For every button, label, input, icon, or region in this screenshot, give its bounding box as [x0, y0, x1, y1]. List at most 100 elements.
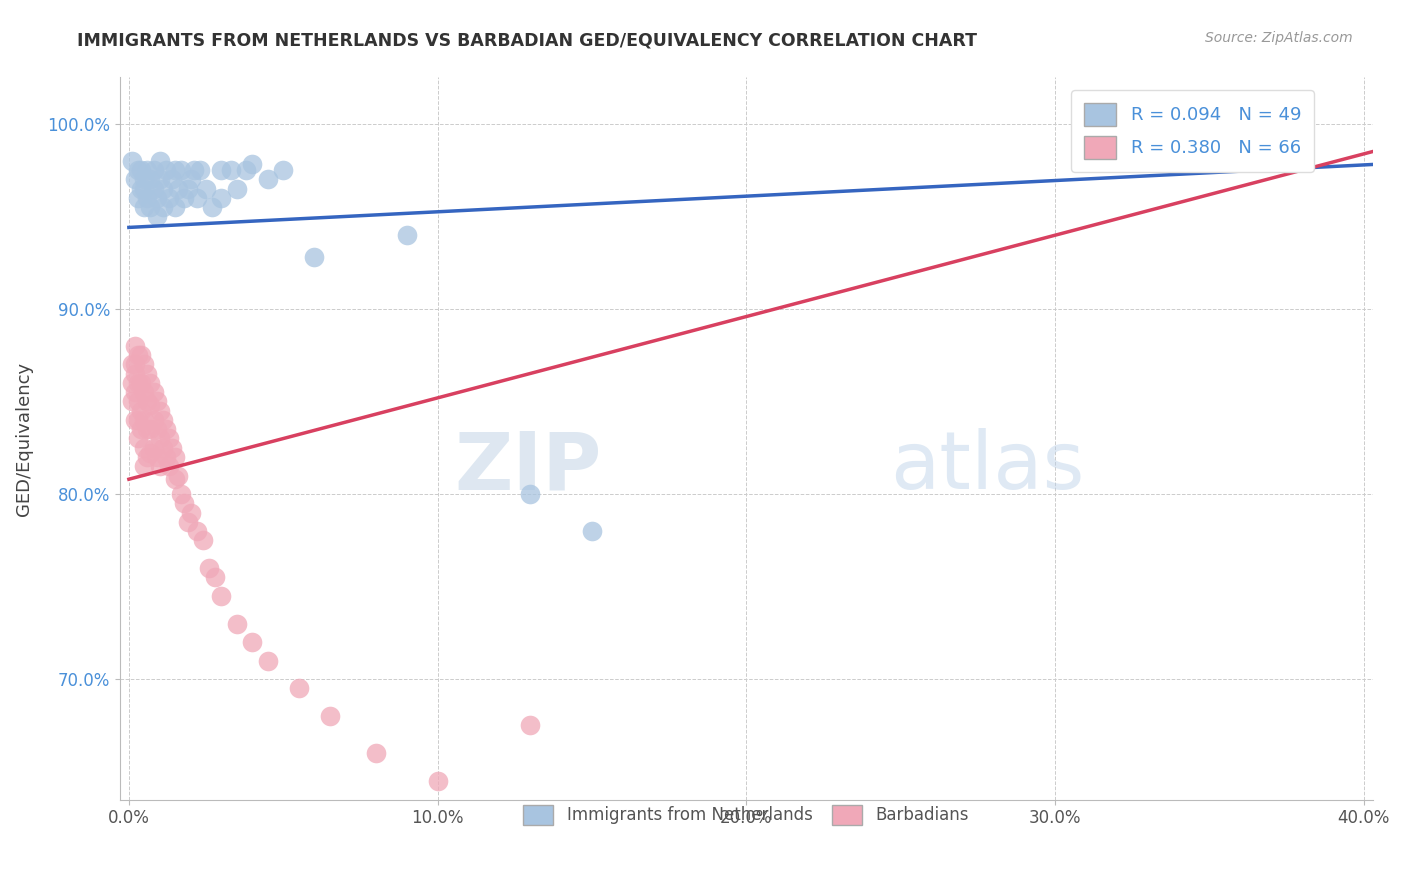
Point	[136, 367, 159, 381]
Point	[173, 496, 195, 510]
Point	[160, 441, 183, 455]
Point	[395, 227, 418, 242]
Point	[149, 432, 172, 446]
Point	[167, 468, 190, 483]
Point	[219, 163, 242, 178]
Point	[142, 163, 165, 178]
Point	[201, 200, 224, 214]
Point	[134, 385, 156, 400]
Point	[180, 172, 202, 186]
Point	[139, 422, 162, 436]
Point	[235, 163, 257, 178]
Point	[165, 200, 187, 214]
Point	[183, 163, 205, 178]
Point	[155, 422, 177, 436]
Text: atlas: atlas	[890, 428, 1085, 507]
Point	[127, 432, 149, 446]
Point	[165, 163, 187, 178]
Point	[129, 403, 152, 417]
Point	[176, 515, 198, 529]
Point	[142, 413, 165, 427]
Point	[225, 616, 247, 631]
Point	[127, 163, 149, 178]
Point	[124, 413, 146, 427]
Point	[195, 181, 218, 195]
Point	[256, 172, 278, 186]
Point	[152, 181, 174, 195]
Point	[136, 163, 159, 178]
Point	[129, 181, 152, 195]
Point	[142, 441, 165, 455]
Point	[198, 561, 221, 575]
Point	[1198, 153, 1220, 168]
Point	[170, 163, 193, 178]
Point	[167, 181, 190, 195]
Point	[139, 398, 162, 412]
Point	[134, 441, 156, 455]
Point	[519, 718, 541, 732]
Point	[225, 181, 247, 195]
Text: IMMIGRANTS FROM NETHERLANDS VS BARBADIAN GED/EQUIVALENCY CORRELATION CHART: IMMIGRANTS FROM NETHERLANDS VS BARBADIAN…	[77, 31, 977, 49]
Point	[134, 358, 156, 372]
Point	[145, 422, 167, 436]
Point	[211, 589, 233, 603]
Point	[139, 376, 162, 390]
Point	[127, 413, 149, 427]
Point	[256, 654, 278, 668]
Point	[426, 774, 449, 789]
Point	[318, 709, 340, 723]
Point	[155, 450, 177, 464]
Point	[240, 635, 263, 649]
Point	[136, 450, 159, 464]
Point	[211, 163, 233, 178]
Point	[157, 191, 180, 205]
Point	[142, 385, 165, 400]
Point	[145, 209, 167, 223]
Point	[191, 533, 214, 548]
Point	[152, 413, 174, 427]
Legend: Immigrants from Netherlands, Barbadians: Immigrants from Netherlands, Barbadians	[513, 796, 979, 835]
Point	[129, 348, 152, 362]
Point	[149, 403, 172, 417]
Y-axis label: GED/Equivalency: GED/Equivalency	[15, 361, 32, 516]
Point	[519, 487, 541, 501]
Point	[134, 413, 156, 427]
Point	[121, 358, 143, 372]
Point	[155, 163, 177, 178]
Point	[127, 376, 149, 390]
Point	[170, 487, 193, 501]
Point	[149, 153, 172, 168]
Point	[152, 200, 174, 214]
Point	[149, 459, 172, 474]
Point	[581, 524, 603, 538]
Point	[136, 394, 159, 409]
Point	[129, 376, 152, 390]
Point	[157, 432, 180, 446]
Point	[124, 358, 146, 372]
Point	[180, 506, 202, 520]
Point	[127, 348, 149, 362]
Point	[204, 570, 226, 584]
Point	[124, 172, 146, 186]
Point	[271, 163, 294, 178]
Point	[364, 746, 387, 760]
Point	[134, 459, 156, 474]
Point	[124, 367, 146, 381]
Point	[139, 446, 162, 460]
Point	[176, 181, 198, 195]
Point	[287, 681, 309, 696]
Point	[129, 163, 152, 178]
Point	[129, 422, 152, 436]
Point	[124, 339, 146, 353]
Point	[186, 191, 208, 205]
Point	[149, 172, 172, 186]
Point	[188, 163, 211, 178]
Point	[121, 394, 143, 409]
Point	[160, 172, 183, 186]
Point	[127, 394, 149, 409]
Point	[211, 191, 233, 205]
Point	[121, 153, 143, 168]
Point	[127, 191, 149, 205]
Point	[240, 157, 263, 171]
Point	[165, 472, 187, 486]
